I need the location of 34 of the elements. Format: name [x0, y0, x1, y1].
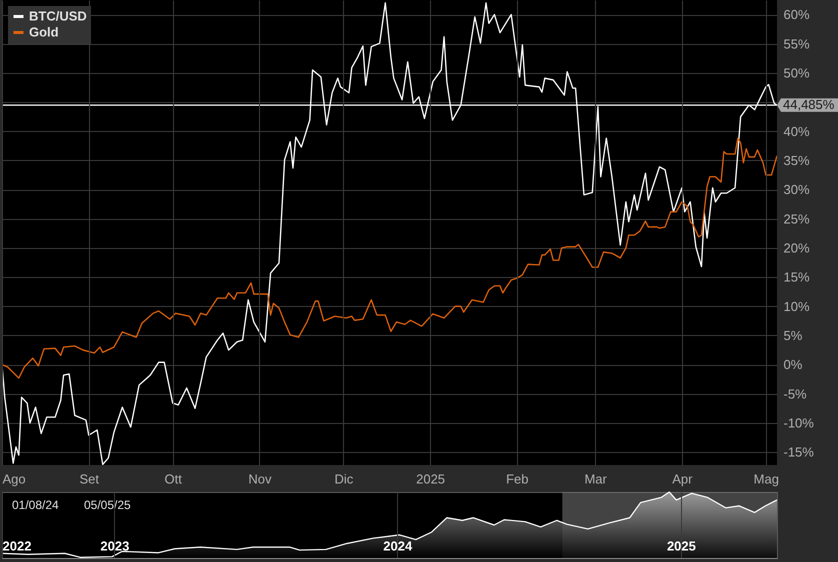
x-tick-label: 2025: [416, 472, 446, 486]
y-tick-label: -15%: [784, 444, 814, 460]
x-tick-label: 2023: [100, 538, 130, 554]
y-tick-label: 15%: [784, 270, 810, 285]
y-tick-label: -5%: [784, 386, 808, 402]
x-tick-label: Nov: [248, 472, 272, 486]
y-tick-label: 55%: [784, 36, 810, 52]
y-tick-label: 5%: [784, 328, 803, 343]
x-tick-label: 2025: [666, 538, 696, 554]
x-tick-label: Ago: [2, 472, 26, 486]
y-tick-label: 20%: [784, 240, 810, 256]
y-tick-label: 60%: [784, 7, 810, 22]
y-tick-label: 30%: [784, 182, 810, 198]
y-tick-label: 40%: [784, 124, 810, 139]
x-tick-label: Feb: [506, 472, 529, 486]
x-tick-label: Apr: [672, 472, 694, 486]
x-tick-label: Mar: [584, 472, 608, 486]
legend-label: Gold: [29, 24, 59, 40]
y-tick-label: 35%: [784, 152, 810, 168]
y-tick-label: -10%: [784, 415, 814, 430]
annotation: 05/05/25: [84, 498, 132, 512]
annotation: 01/08/24: [12, 498, 60, 512]
y-tick-label: 50%: [784, 65, 810, 80]
x-tick-label: 2024: [383, 538, 413, 554]
ref-line-label: 44,485%: [783, 97, 835, 112]
y-tick-label: 10%: [784, 298, 810, 314]
x-tick-label: 2022: [2, 538, 32, 554]
legend-label: BTC/USD: [29, 8, 87, 24]
x-tick-label: Dic: [334, 472, 354, 486]
x-tick-label: Set: [79, 472, 100, 486]
x-tick-label: Ott: [164, 472, 182, 486]
x-tick-label: Mag: [754, 472, 779, 486]
y-tick-label: 0%: [784, 357, 803, 372]
y-tick-label: 25%: [784, 211, 810, 226]
